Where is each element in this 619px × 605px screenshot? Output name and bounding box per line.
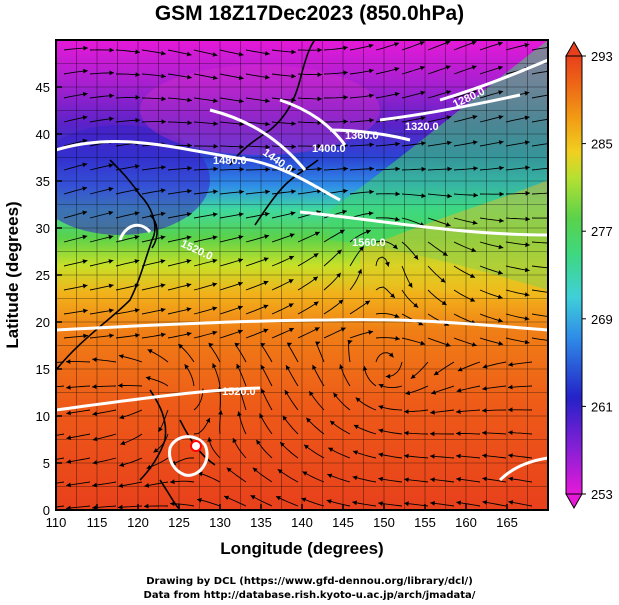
x-axis-ticks: 110 115 120 125 130 135 140 145 150 155 160 165	[46, 504, 518, 530]
y-tick-label: 0	[43, 503, 50, 518]
y-tick-label: 35	[36, 174, 50, 189]
contour-label: 1400.0	[312, 143, 346, 155]
y-tick-label: 10	[36, 409, 50, 424]
x-tick-label: 110	[46, 515, 67, 530]
y-axis-title: Latitude (degrees)	[3, 201, 22, 348]
colorbar-tick-label: 285	[591, 137, 613, 152]
contour-label: 1560.0	[352, 237, 386, 249]
colorbar-tick-label: 269	[591, 312, 613, 327]
contour-label: 1480.0	[213, 155, 247, 167]
y-axis-ticks: 0 5 10 15 20 25 30 35 40 45	[36, 80, 62, 518]
y-tick-label: 20	[36, 315, 50, 330]
contour-label: 1520.0	[222, 386, 256, 398]
chart-title: GSM 18Z17Dec2023 (850.0hPa)	[154, 2, 465, 25]
colorbar-max-arrow	[565, 40, 583, 57]
y-tick-label: 5	[43, 456, 50, 471]
x-tick-label: 150	[373, 515, 395, 530]
x-tick-label: 115	[87, 515, 108, 530]
credit-line-dcl: Drawing by DCL (https://www.gfd-dennou.o…	[146, 576, 473, 587]
x-tick-label: 145	[332, 515, 354, 530]
colorbar-tick-label: 277	[591, 224, 613, 239]
x-tick-label: 140	[291, 515, 313, 530]
y-tick-label: 25	[36, 268, 50, 283]
x-axis-title: Longitude (degrees)	[220, 539, 383, 558]
x-tick-label: 120	[127, 515, 149, 530]
x-tick-label: 130	[209, 515, 231, 530]
colorbar-min-arrow	[565, 493, 583, 510]
contour-label: 1360.0	[345, 130, 379, 142]
x-tick-label: 160	[455, 515, 477, 530]
x-tick-label: 165	[496, 515, 518, 530]
colorbar-tick-label: 293	[591, 49, 613, 64]
low-pressure-center	[190, 440, 202, 452]
colorbar-tick-label: 253	[591, 487, 613, 502]
y-tick-label: 40	[36, 127, 50, 142]
colorbar: 253 261 269 277 285 293	[565, 40, 613, 510]
x-tick-label: 125	[168, 515, 190, 530]
colorbar-tick-label: 261	[591, 399, 613, 414]
contour-label: 1320.0	[405, 121, 439, 133]
y-tick-label: 30	[36, 221, 50, 236]
lat-lon-grid	[56, 40, 548, 510]
x-tick-label: 155	[414, 515, 436, 530]
x-tick-label: 135	[250, 515, 272, 530]
y-tick-label: 15	[36, 362, 50, 377]
height-contours	[56, 58, 548, 482]
y-tick-label: 45	[36, 80, 50, 95]
credit-line-data: Data from http://database.rish.kyoto-u.a…	[143, 590, 476, 601]
